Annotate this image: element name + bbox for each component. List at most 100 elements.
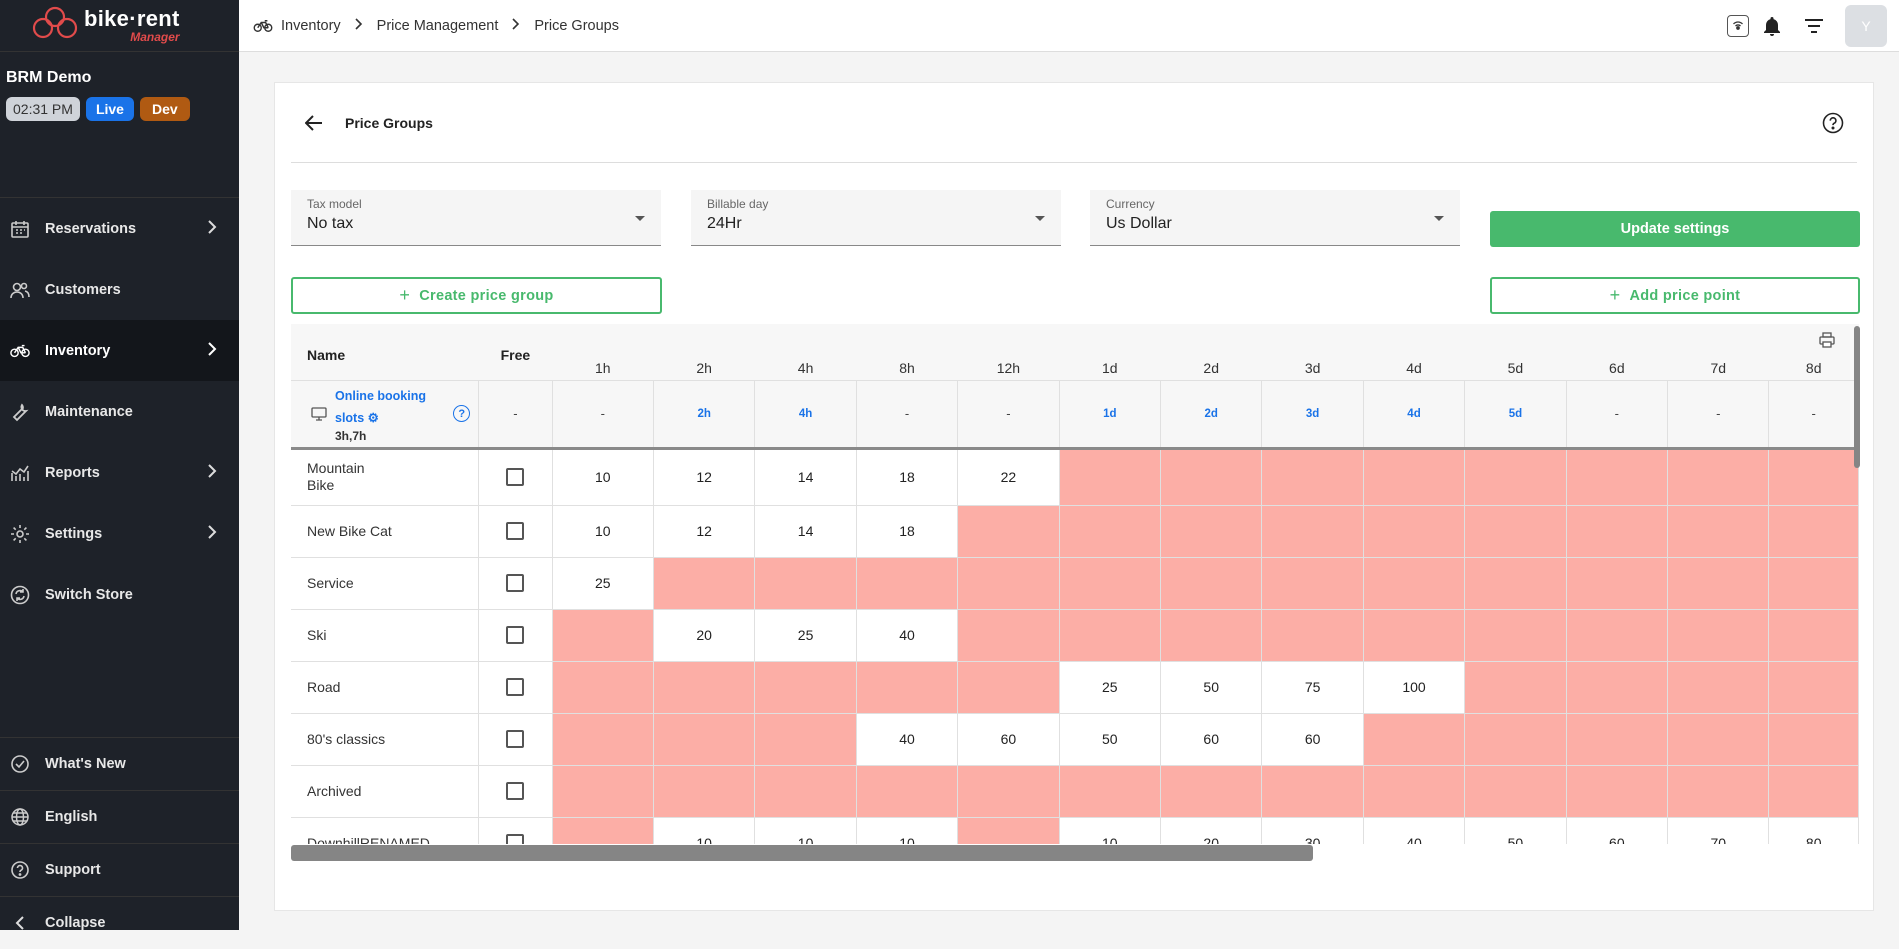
sidebar-item-reservations[interactable]: Reservations [0, 198, 239, 259]
price-cell-empty[interactable] [1363, 713, 1466, 766]
price-cell-empty[interactable] [1261, 446, 1364, 506]
billable-day-select[interactable]: Billable day 24Hr [691, 190, 1061, 246]
price-cell-empty[interactable] [754, 713, 857, 766]
price-cell-empty[interactable] [1566, 661, 1669, 714]
price-cell-empty[interactable] [1160, 609, 1263, 662]
price-cell[interactable]: 60 [1566, 817, 1669, 844]
price-cell-empty[interactable] [1261, 765, 1364, 818]
price-cell-empty[interactable] [1667, 505, 1770, 558]
col-header-name[interactable]: Name [291, 324, 479, 380]
price-cell-empty[interactable] [552, 817, 654, 844]
price-cell-empty[interactable] [754, 557, 857, 610]
sidebar-item-switch-store[interactable]: Switch Store [0, 564, 239, 625]
update-settings-button[interactable]: Update settings [1490, 211, 1860, 247]
dev-badge[interactable]: Dev [139, 97, 190, 121]
price-cell[interactable]: 10 [653, 817, 756, 844]
price-cell[interactable]: 10 [1059, 817, 1162, 844]
price-cell[interactable]: 100 [1363, 661, 1466, 714]
price-cell-empty[interactable] [754, 765, 857, 818]
price-cell-empty[interactable] [1667, 765, 1770, 818]
price-group-name[interactable]: Service [291, 557, 480, 610]
brand-logo[interactable]: bike·rent Manager [0, 0, 239, 52]
price-cell-empty[interactable] [1667, 609, 1770, 662]
price-cell-empty[interactable] [1566, 713, 1669, 766]
price-cell-empty[interactable] [1363, 446, 1466, 506]
price-cell-empty[interactable] [1363, 609, 1466, 662]
online-booking-link[interactable]: Online booking [335, 388, 426, 403]
price-cell-empty[interactable] [1566, 446, 1669, 506]
sidebar-item-maintenance[interactable]: Maintenance [0, 381, 239, 442]
price-cell[interactable]: 18 [856, 446, 959, 506]
free-checkbox[interactable] [506, 626, 525, 645]
price-cell[interactable]: 50 [1160, 661, 1263, 714]
price-cell[interactable]: 10 [552, 446, 654, 506]
price-cell[interactable]: 40 [856, 609, 959, 662]
price-cell[interactable]: 12 [653, 505, 756, 558]
price-cell[interactable]: 30 [1261, 817, 1364, 844]
create-price-group-button[interactable]: + Create price group [291, 277, 662, 314]
free-checkbox[interactable] [506, 522, 525, 541]
price-cell-empty[interactable] [1160, 505, 1263, 558]
price-cell-empty[interactable] [957, 505, 1060, 558]
sidebar-item-language[interactable]: English [0, 790, 239, 843]
price-group-name[interactable]: Archived [291, 765, 480, 818]
price-cell-empty[interactable] [552, 661, 654, 714]
price-cell-empty[interactable] [1768, 609, 1859, 662]
online-slot-link[interactable]: 2d [1160, 379, 1263, 448]
price-cell-empty[interactable] [1464, 661, 1567, 714]
price-cell[interactable]: 40 [1363, 817, 1466, 844]
free-checkbox[interactable] [506, 574, 525, 593]
price-cell[interactable]: 25 [1059, 661, 1162, 714]
help-icon[interactable] [1822, 112, 1844, 134]
price-cell-empty[interactable] [957, 609, 1060, 662]
price-cell-empty[interactable] [653, 765, 756, 818]
help-icon[interactable]: ? [453, 405, 471, 422]
price-cell-empty[interactable] [653, 713, 756, 766]
price-cell[interactable]: 20 [653, 609, 756, 662]
price-cell-empty[interactable] [1464, 446, 1567, 506]
price-cell[interactable]: 60 [957, 713, 1060, 766]
sidebar-item-reports[interactable]: Reports [0, 442, 239, 503]
price-cell[interactable]: 70 [1667, 817, 1770, 844]
sidebar-item-customers[interactable]: Customers [0, 259, 239, 320]
price-cell-empty[interactable] [1566, 765, 1669, 818]
breadcrumb-inventory[interactable]: Inventory [281, 17, 341, 34]
price-cell-empty[interactable] [1464, 505, 1567, 558]
price-cell[interactable]: 10 [552, 505, 654, 558]
price-cell-empty[interactable] [653, 557, 756, 610]
free-checkbox[interactable] [506, 834, 525, 844]
price-cell[interactable]: 12 [653, 446, 756, 506]
sidebar-collapse[interactable]: Collapse [0, 896, 239, 949]
online-slot-link[interactable]: 3d [1261, 379, 1364, 448]
price-cell-empty[interactable] [1566, 557, 1669, 610]
price-cell-empty[interactable] [1464, 557, 1567, 610]
price-cell-empty[interactable] [1160, 446, 1263, 506]
price-cell[interactable]: 75 [1261, 661, 1364, 714]
price-cell[interactable]: 22 [957, 446, 1060, 506]
filter-icon[interactable] [1805, 19, 1823, 33]
tax-model-select[interactable]: Tax model No tax [291, 190, 661, 246]
price-cell-empty[interactable] [1768, 713, 1859, 766]
price-cell-empty[interactable] [1464, 713, 1567, 766]
price-group-name[interactable]: Ski [291, 609, 480, 662]
price-cell[interactable]: 50 [1464, 817, 1567, 844]
price-cell-empty[interactable] [1261, 557, 1364, 610]
price-cell-empty[interactable] [1566, 609, 1669, 662]
add-price-point-button[interactable]: + Add price point [1490, 277, 1860, 314]
price-cell-empty[interactable] [1566, 505, 1669, 558]
price-cell-empty[interactable] [856, 765, 959, 818]
vertical-scrollbar[interactable] [1854, 326, 1860, 468]
price-cell-empty[interactable] [957, 817, 1060, 844]
price-group-name[interactable]: DownhillRENAMED [291, 817, 480, 844]
price-cell[interactable]: 60 [1160, 713, 1263, 766]
free-checkbox[interactable] [506, 730, 525, 749]
sidebar-item-inventory[interactable]: Inventory [0, 320, 239, 381]
price-cell-empty[interactable] [1059, 505, 1162, 558]
price-cell-empty[interactable] [1363, 765, 1466, 818]
price-cell-empty[interactable] [552, 609, 654, 662]
price-cell-empty[interactable] [957, 557, 1060, 610]
price-group-name[interactable]: New Bike Cat [291, 505, 480, 558]
price-cell-empty[interactable] [1768, 446, 1859, 506]
price-cell-empty[interactable] [1768, 505, 1859, 558]
price-cell-empty[interactable] [1768, 765, 1859, 818]
